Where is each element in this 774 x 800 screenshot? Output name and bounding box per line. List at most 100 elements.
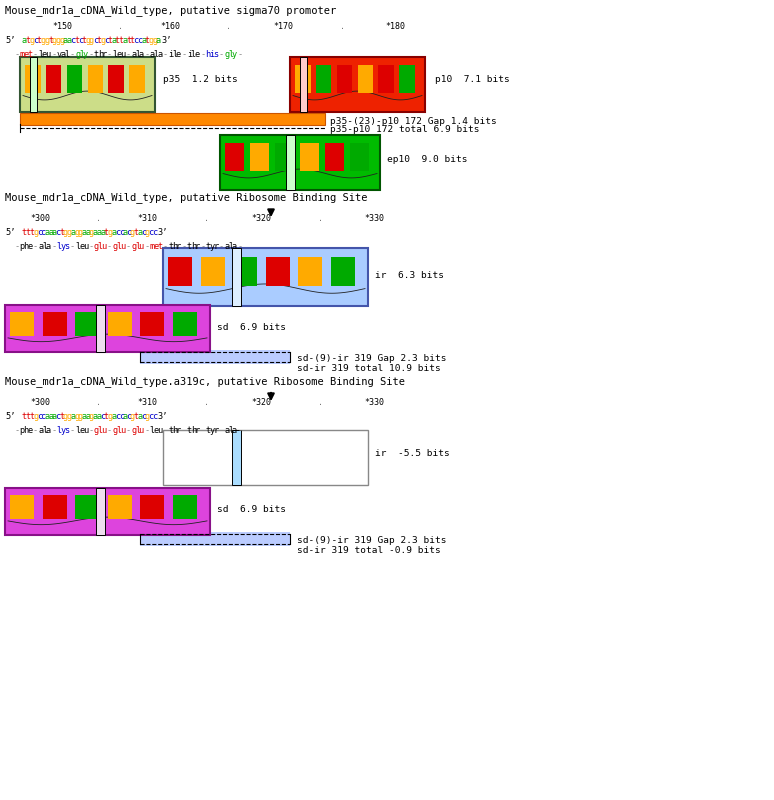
Text: a: a <box>100 228 105 237</box>
Bar <box>275 143 294 170</box>
Text: e: e <box>23 50 29 59</box>
Text: e: e <box>27 426 33 435</box>
Bar <box>173 495 197 518</box>
Text: g: g <box>94 242 99 251</box>
Text: *300: *300 <box>30 214 50 223</box>
Text: p35  1.2 bits: p35 1.2 bits <box>163 75 238 85</box>
Text: l: l <box>64 50 70 59</box>
Bar <box>232 248 241 306</box>
Text: a: a <box>22 36 27 45</box>
Bar <box>168 257 193 286</box>
Text: *330: *330 <box>364 398 384 407</box>
Text: h: h <box>206 50 211 59</box>
Text: e: e <box>79 242 84 251</box>
Text: g: g <box>63 228 68 237</box>
Text: c: c <box>115 228 120 237</box>
Text: c: c <box>78 36 83 45</box>
Text: g: g <box>44 36 50 45</box>
Text: l: l <box>150 426 155 435</box>
Text: l: l <box>228 242 233 251</box>
Text: .: . <box>95 214 101 223</box>
Text: sd  6.9 bits: sd 6.9 bits <box>217 506 286 514</box>
Text: l: l <box>98 242 103 251</box>
Text: i: i <box>169 50 173 59</box>
Bar <box>108 495 132 518</box>
Text: g: g <box>112 426 118 435</box>
Text: t: t <box>169 426 173 435</box>
Text: sd-(9)-ir 319 Gap 2.3 bits: sd-(9)-ir 319 Gap 2.3 bits <box>297 536 447 545</box>
Text: h: h <box>172 242 177 251</box>
Text: a: a <box>81 228 87 237</box>
Text: u: u <box>120 50 125 59</box>
Bar <box>200 257 225 286</box>
Text: g: g <box>33 412 39 421</box>
Bar <box>233 257 258 286</box>
Bar <box>399 66 415 93</box>
Text: t: t <box>187 426 192 435</box>
Text: g: g <box>130 412 135 421</box>
Text: s: s <box>64 242 70 251</box>
Text: t: t <box>134 228 139 237</box>
Text: a: a <box>137 412 142 421</box>
Text: l: l <box>153 50 159 59</box>
Bar <box>140 495 164 518</box>
Text: m: m <box>19 50 25 59</box>
Text: c: c <box>141 228 146 237</box>
Text: t: t <box>130 36 135 45</box>
Text: g: g <box>108 412 113 421</box>
Text: g: g <box>59 36 64 45</box>
Text: l: l <box>57 242 62 251</box>
Text: a: a <box>67 36 72 45</box>
Text: a: a <box>70 412 76 421</box>
Text: l: l <box>42 242 47 251</box>
Text: -: - <box>51 426 57 435</box>
Text: t: t <box>59 228 64 237</box>
Text: t: t <box>26 412 31 421</box>
Text: l: l <box>116 242 122 251</box>
Text: g: g <box>89 36 94 45</box>
Bar <box>129 66 145 93</box>
Text: g: g <box>85 36 91 45</box>
Text: r: r <box>101 50 107 59</box>
Text: p10  7.1 bits: p10 7.1 bits <box>435 75 510 85</box>
Text: g: g <box>131 242 136 251</box>
Text: r: r <box>194 426 200 435</box>
Text: g: g <box>67 228 72 237</box>
Bar <box>10 312 34 335</box>
Text: g: g <box>74 412 79 421</box>
Bar <box>30 57 37 112</box>
Text: t: t <box>206 242 211 251</box>
Text: c: c <box>149 228 154 237</box>
Text: t: t <box>104 412 109 421</box>
Text: .: . <box>204 214 208 223</box>
Text: h: h <box>190 242 196 251</box>
Text: sd  6.9 bits: sd 6.9 bits <box>217 322 286 331</box>
Text: a: a <box>111 36 117 45</box>
Text: h: h <box>23 426 29 435</box>
Text: .: . <box>317 214 323 223</box>
Text: a: a <box>85 412 91 421</box>
Text: a: a <box>46 426 51 435</box>
Text: m: m <box>150 242 155 251</box>
Bar <box>96 488 105 535</box>
Bar <box>20 113 325 125</box>
Text: y: y <box>231 50 237 59</box>
Bar <box>337 66 352 93</box>
Text: -: - <box>88 426 94 435</box>
Text: l: l <box>135 50 140 59</box>
Text: -: - <box>181 426 187 435</box>
Text: e: e <box>176 50 181 59</box>
Text: a: a <box>52 412 57 421</box>
Text: 3’: 3’ <box>162 36 172 45</box>
Text: e: e <box>116 50 122 59</box>
Text: g: g <box>67 412 72 421</box>
Text: a: a <box>111 412 117 421</box>
Text: t: t <box>206 426 211 435</box>
Text: a: a <box>93 412 98 421</box>
Text: a: a <box>97 412 101 421</box>
Text: s: s <box>64 426 70 435</box>
Text: t: t <box>145 36 150 45</box>
Text: g: g <box>78 228 83 237</box>
Text: -: - <box>107 50 112 59</box>
Text: -: - <box>163 242 168 251</box>
